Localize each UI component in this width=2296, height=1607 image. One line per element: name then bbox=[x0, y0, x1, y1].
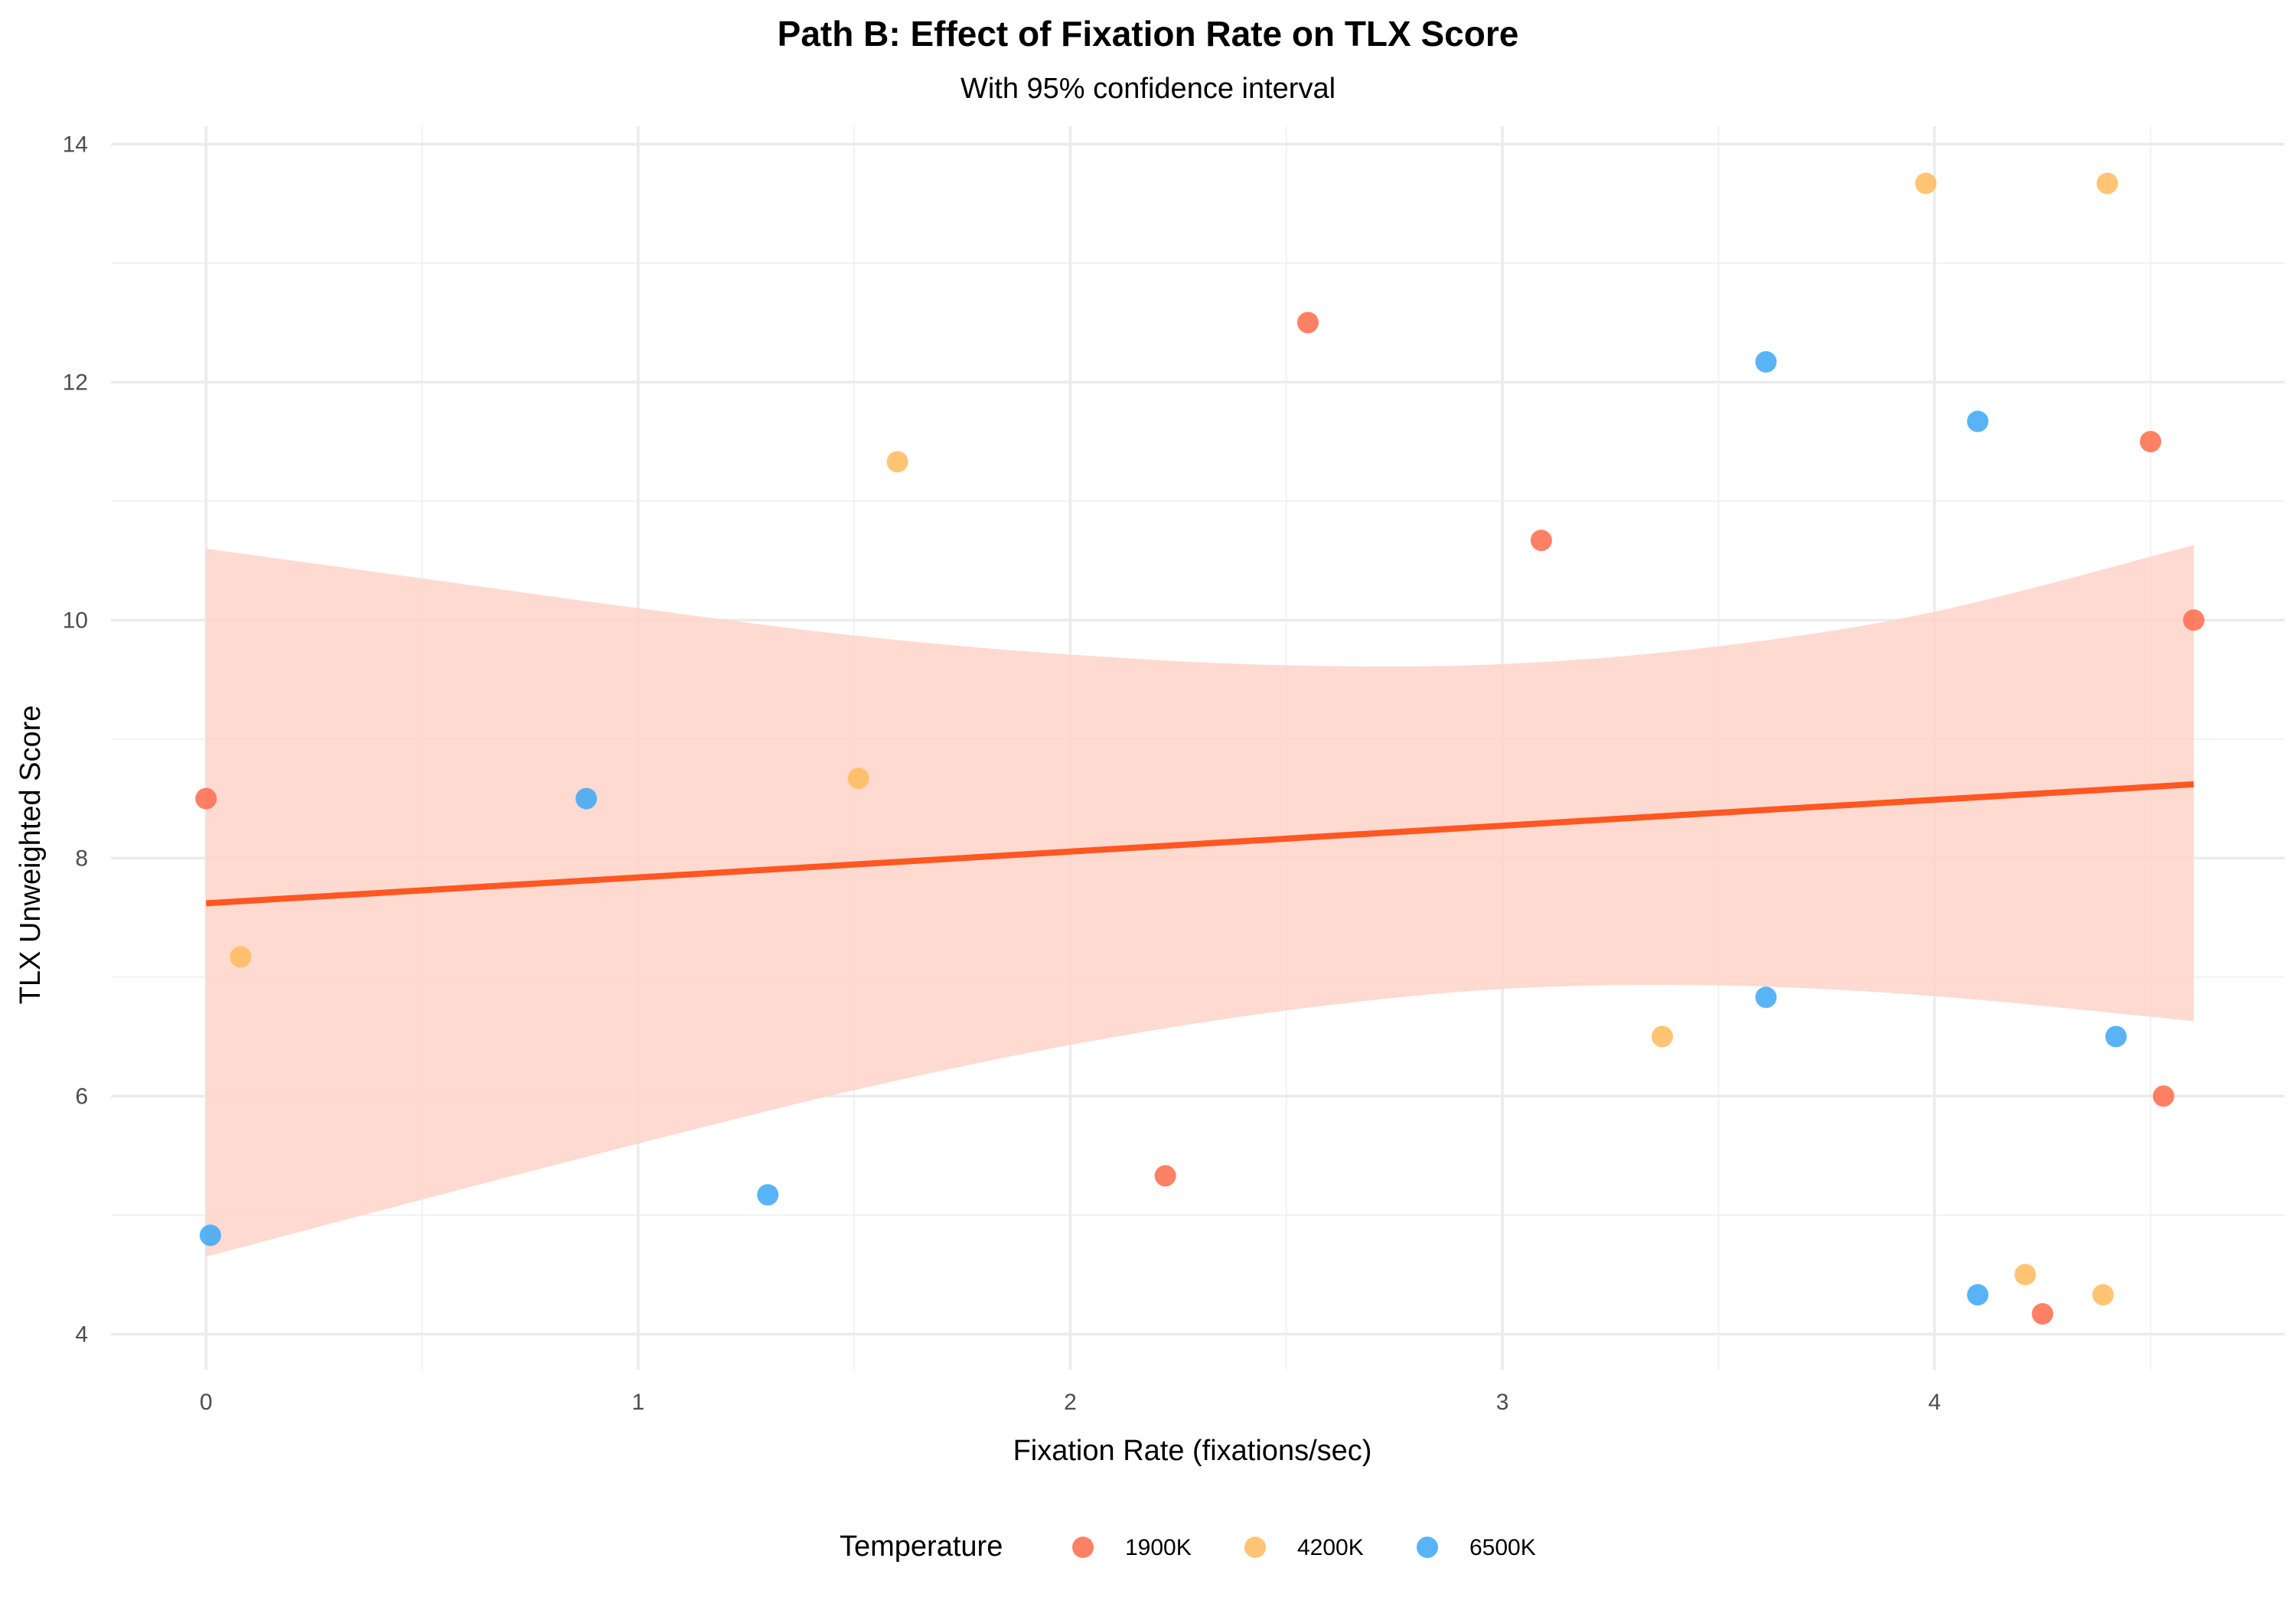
x-tick-label: 0 bbox=[200, 1390, 213, 1415]
y-axis-title: TLX Unweighted Score bbox=[15, 706, 47, 1005]
x-tick-label: 1 bbox=[631, 1390, 644, 1415]
point-1900K bbox=[2183, 609, 2205, 631]
x-tick-label: 4 bbox=[1928, 1390, 1941, 1415]
legend-item-1900K: 1900K bbox=[1072, 1535, 1192, 1560]
legend-title: Temperature bbox=[840, 1530, 1003, 1563]
point-6500K bbox=[1967, 410, 1989, 432]
y-tick-label: 12 bbox=[63, 370, 88, 395]
point-6500K bbox=[1755, 986, 1777, 1009]
series-1900K bbox=[195, 311, 2205, 1325]
y-tick-label: 10 bbox=[63, 608, 88, 633]
series-6500K bbox=[199, 350, 2127, 1306]
confidence-band bbox=[206, 545, 2194, 1257]
fit-line bbox=[205, 781, 2194, 907]
x-tick-label: 2 bbox=[1064, 1390, 1077, 1415]
point-4200K bbox=[1651, 1025, 1673, 1048]
y-tick-label: 6 bbox=[75, 1084, 88, 1109]
point-6500K bbox=[1755, 350, 1777, 373]
point-6500K bbox=[757, 1184, 779, 1206]
point-1900K bbox=[2139, 431, 2161, 453]
y-tick-label: 8 bbox=[75, 846, 88, 871]
legend-label: 6500K bbox=[1469, 1535, 1536, 1560]
legend-item-6500K: 6500K bbox=[1417, 1535, 1536, 1560]
point-6500K bbox=[1967, 1284, 1989, 1306]
confidence-ribbon bbox=[206, 545, 2194, 1257]
chart-title: Path B: Effect of Fixation Rate on TLX S… bbox=[778, 14, 1519, 54]
legend-item-4200K: 4200K bbox=[1244, 1535, 1364, 1560]
point-4200K bbox=[2092, 1284, 2114, 1306]
legend-key bbox=[1072, 1537, 1094, 1558]
point-6500K bbox=[576, 787, 598, 810]
point-4200K bbox=[886, 451, 908, 473]
fit-line-group bbox=[205, 781, 2194, 907]
y-tick-label: 4 bbox=[75, 1322, 88, 1347]
point-6500K bbox=[2105, 1025, 2127, 1048]
point-4200K bbox=[1915, 172, 1937, 194]
point-1900K bbox=[1296, 311, 1319, 334]
x-axis-title: Fixation Rate (fixations/sec) bbox=[1013, 1435, 1372, 1467]
y-tick-label: 14 bbox=[63, 132, 88, 157]
point-4200K bbox=[2014, 1263, 2037, 1286]
legend-key bbox=[1244, 1537, 1266, 1558]
legend-key bbox=[1417, 1537, 1438, 1558]
chart-subtitle: With 95% confidence interval bbox=[960, 73, 1336, 105]
point-4200K bbox=[847, 768, 869, 790]
legend: Temperature 1900K 4200K 6500K bbox=[840, 1530, 1536, 1563]
point-1900K bbox=[2152, 1085, 2174, 1107]
point-4200K bbox=[2096, 172, 2118, 194]
x-tick-label: 3 bbox=[1496, 1390, 1509, 1415]
point-4200K bbox=[230, 946, 252, 968]
point-6500K bbox=[199, 1224, 221, 1247]
legend-label: 4200K bbox=[1297, 1535, 1364, 1560]
data-points bbox=[195, 172, 2205, 1325]
legend-label: 1900K bbox=[1125, 1535, 1192, 1560]
point-1900K bbox=[195, 787, 217, 810]
point-1900K bbox=[1530, 530, 1552, 552]
point-1900K bbox=[1154, 1165, 1176, 1187]
point-1900K bbox=[2031, 1302, 2053, 1325]
series-4200K bbox=[230, 172, 2118, 1306]
